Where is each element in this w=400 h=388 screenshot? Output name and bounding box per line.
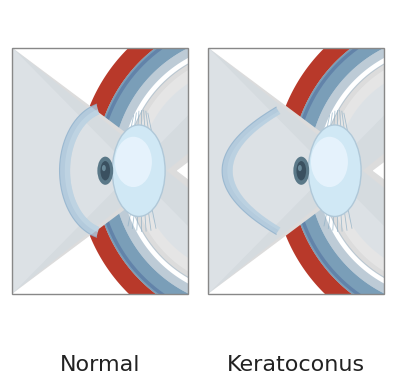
Polygon shape [291,16,400,326]
Polygon shape [77,0,372,343]
Text: Normal: Normal [60,355,140,375]
Polygon shape [291,16,400,326]
Ellipse shape [102,165,106,171]
Polygon shape [12,47,316,294]
Polygon shape [308,33,400,308]
Polygon shape [112,33,330,308]
Polygon shape [208,47,400,294]
Polygon shape [95,16,320,326]
Polygon shape [208,47,400,294]
Ellipse shape [97,157,113,185]
Polygon shape [60,104,99,237]
Ellipse shape [100,161,110,180]
Polygon shape [227,111,280,231]
Polygon shape [12,47,290,294]
Ellipse shape [296,161,306,180]
Ellipse shape [112,125,165,217]
Polygon shape [208,47,400,294]
Ellipse shape [115,137,152,187]
Polygon shape [273,0,400,343]
Polygon shape [65,109,99,232]
Ellipse shape [311,137,348,187]
Ellipse shape [308,125,361,217]
Polygon shape [12,47,250,294]
Polygon shape [222,107,280,234]
Ellipse shape [298,165,302,171]
Polygon shape [95,16,341,326]
Text: Keratoconus: Keratoconus [227,355,365,375]
Ellipse shape [293,157,309,185]
